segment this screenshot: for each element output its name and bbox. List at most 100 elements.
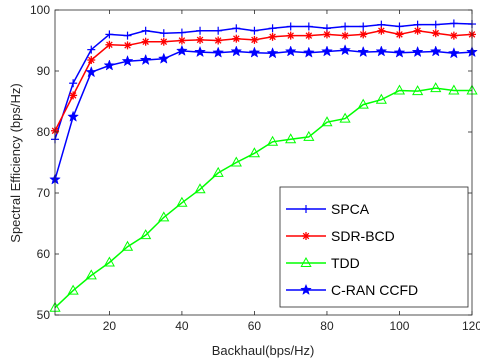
data-point	[123, 41, 132, 50]
data-point	[103, 256, 115, 267]
data-point	[357, 45, 370, 58]
data-point	[121, 240, 134, 251]
data-point	[105, 40, 114, 49]
legend-entry: SDR-BCD	[286, 228, 395, 244]
data-point	[196, 35, 205, 44]
data-point	[85, 65, 98, 78]
data-point	[105, 30, 114, 39]
legend-label: SPCA	[331, 201, 370, 217]
data-point	[177, 36, 186, 45]
x-tick-label: 60	[248, 319, 262, 333]
data-point	[212, 46, 225, 58]
data-point	[339, 112, 351, 123]
data-point	[449, 31, 458, 40]
series-tdd	[49, 82, 478, 312]
x-tick-label: 20	[103, 319, 117, 333]
data-point	[85, 269, 97, 280]
data-point	[214, 26, 223, 35]
data-point	[69, 91, 78, 100]
data-point	[140, 229, 152, 240]
data-point	[359, 22, 368, 31]
y-tick-label: 70	[37, 186, 51, 200]
data-point	[375, 93, 387, 104]
data-point	[87, 45, 96, 54]
legend-marker	[300, 256, 312, 267]
data-point	[230, 45, 243, 57]
data-point	[248, 46, 261, 58]
x-tick-label: 80	[320, 319, 334, 333]
y-tick-label: 80	[37, 125, 51, 139]
legend-entry: SPCA	[286, 201, 370, 217]
data-point	[250, 26, 259, 35]
x-tick-label: 100	[389, 319, 409, 333]
legend-marker	[302, 232, 310, 240]
data-point	[411, 45, 424, 58]
data-point	[395, 22, 404, 31]
data-point	[322, 30, 331, 39]
data-point	[176, 196, 188, 207]
legend-label: TDD	[331, 255, 360, 271]
data-point	[139, 53, 152, 66]
legend-entries: SPCA SDR-BCD TDD C-RAN CCFD	[286, 201, 418, 298]
data-point	[357, 98, 369, 109]
data-point	[285, 133, 297, 144]
data-point	[286, 22, 295, 31]
series-c-ran-ccfd	[49, 44, 478, 185]
legend: SPCA SDR-BCD TDD C-RAN CCFD	[279, 186, 469, 308]
data-point	[431, 29, 440, 38]
data-point	[303, 130, 315, 141]
data-point	[449, 19, 458, 28]
data-point	[230, 156, 242, 167]
data-point	[341, 22, 350, 31]
data-point	[194, 45, 206, 58]
ticks-layer: 20 40 60 80 100 120 50 60 70 80 90 100	[30, 3, 480, 333]
x-tick-label: 120	[462, 319, 480, 333]
data-point	[248, 147, 261, 158]
data-point	[448, 84, 460, 95]
data-point	[67, 284, 79, 295]
data-point	[159, 37, 168, 46]
data-point	[121, 54, 134, 67]
data-point	[232, 24, 241, 33]
data-point	[177, 28, 186, 37]
x-tick-label: 40	[175, 319, 189, 333]
data-point	[141, 37, 150, 46]
data-point	[232, 34, 241, 43]
legend-marker	[300, 283, 312, 295]
data-point	[159, 29, 168, 38]
data-point	[339, 44, 351, 56]
legend-box	[279, 186, 469, 308]
y-axis-label: Spectral Efficiency (bps/Hz)	[8, 83, 23, 242]
legend-marker	[302, 205, 310, 213]
data-point	[250, 35, 259, 44]
data-point	[69, 79, 78, 88]
data-point	[268, 32, 277, 41]
data-point	[176, 44, 188, 56]
y-tick-label: 90	[37, 64, 51, 78]
data-point	[87, 56, 96, 65]
data-point	[212, 166, 224, 177]
data-point	[321, 45, 333, 57]
data-point	[158, 211, 170, 222]
data-point	[194, 183, 206, 194]
data-point	[321, 116, 333, 127]
legend-entry: C-RAN CCFD	[286, 282, 418, 298]
data-point	[377, 26, 386, 35]
data-point	[123, 31, 132, 40]
data-point	[157, 52, 170, 64]
data-point	[413, 26, 422, 35]
data-point	[141, 26, 150, 35]
data-point	[341, 31, 350, 40]
data-point	[393, 46, 406, 58]
data-point	[304, 22, 313, 31]
data-point	[429, 45, 442, 57]
data-point	[304, 31, 313, 40]
plot-area-frame	[54, 9, 473, 316]
y-tick-label: 60	[37, 247, 51, 261]
data-point	[268, 24, 277, 33]
legend-label: C-RAN CCFD	[331, 282, 418, 298]
data-point	[214, 36, 223, 45]
data-point	[67, 110, 80, 122]
x-axis-label: Backhaul(bps/Hz)	[212, 343, 315, 358]
